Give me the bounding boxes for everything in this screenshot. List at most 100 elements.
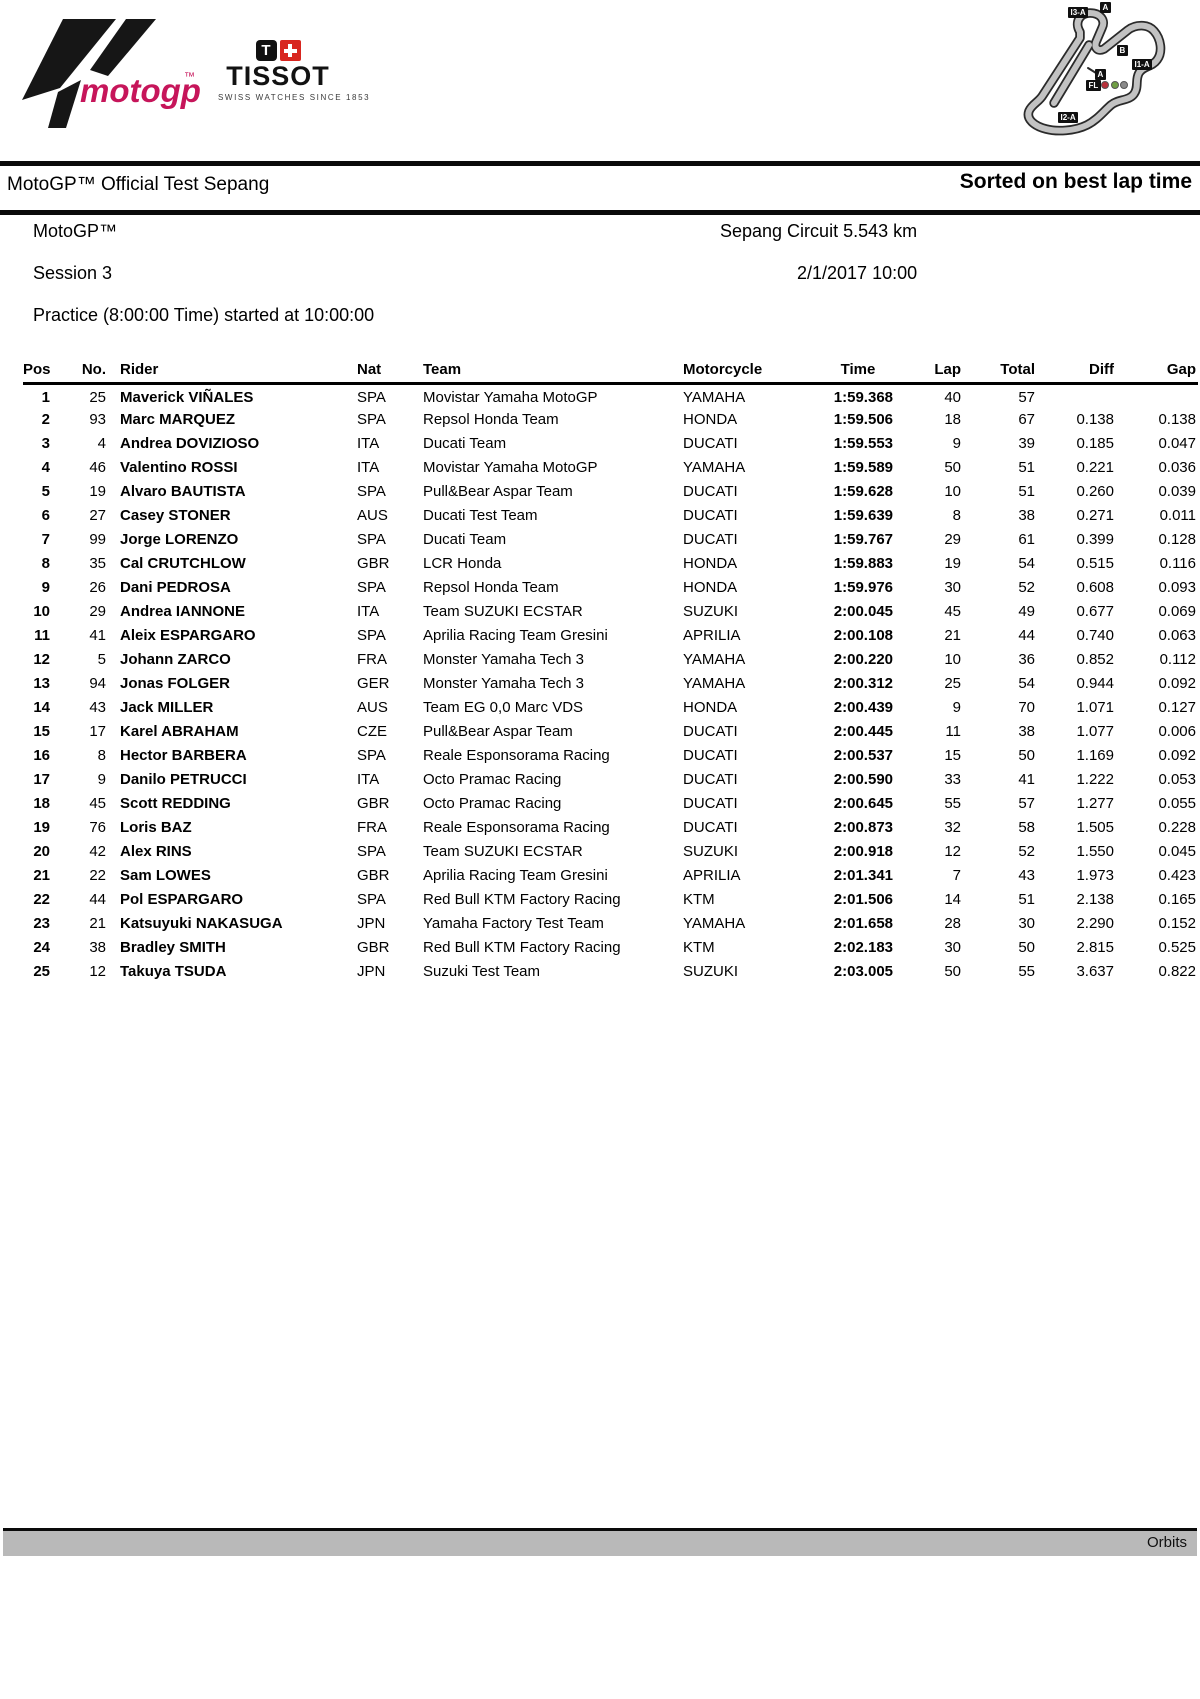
- column-header-motorcycle: Motorcycle: [675, 356, 823, 385]
- cell-time: 1:59.883: [833, 554, 893, 572]
- cell-motorcycle: HONDA: [683, 578, 738, 596]
- table-row: 9 26 Dani PEDROSA SPA Repsol Honda Team HONDA…: [23, 575, 1198, 599]
- cell-total: 67: [1018, 410, 1035, 428]
- cell-gap: 0.047: [1158, 434, 1196, 452]
- cell-team: Aprilia Racing Team Gresini: [423, 866, 608, 884]
- cell-lap: 10: [944, 650, 961, 668]
- cell-rider: Alex RINS: [120, 842, 192, 860]
- cell-gap: 0.063: [1158, 626, 1196, 644]
- cell-nat: SPA: [357, 842, 386, 860]
- table-row: 23 21 Katsuyuki NAKASUGA JPN Yamaha Factory …: [23, 911, 1198, 935]
- cell-rider: Valentino ROSSI: [120, 458, 238, 476]
- start-light-icon: [1110, 81, 1119, 89]
- cell-gap: 0.055: [1158, 794, 1196, 812]
- cell-lap: 8: [952, 506, 961, 524]
- cell-gap: 0.165: [1158, 890, 1196, 908]
- cell-diff: 0.271: [1076, 506, 1114, 524]
- cell-time: 2:00.108: [833, 626, 893, 644]
- cell-lap: 55: [944, 794, 961, 812]
- cell-rider: Maverick VIÑALES: [120, 388, 254, 406]
- cell-total: 41: [1018, 770, 1035, 788]
- cell-no: 99: [89, 530, 106, 548]
- cell-motorcycle: KTM: [683, 938, 715, 956]
- cell-no: 41: [89, 626, 106, 644]
- cell-lap: 32: [944, 818, 961, 836]
- cell-team: Octo Pramac Racing: [423, 770, 562, 788]
- table-row: 1 25 Maverick VIÑALES SPA Movistar Yamaha Mo…: [23, 383, 1198, 407]
- table-row: 4 46 Valentino ROSSI ITA Movistar Yamaha Mot…: [23, 455, 1198, 479]
- cell-gap: 0.822: [1158, 962, 1196, 980]
- cell-rider: Jonas FOLGER: [120, 674, 231, 692]
- cell-rider: Casey STONER: [120, 506, 231, 524]
- cell-time: 2:03.005: [833, 962, 893, 980]
- cell-rider: Katsuyuki NAKASUGA: [120, 914, 283, 932]
- cell-rider: Johann ZARCO: [120, 650, 231, 668]
- cell-team: Reale Esponsorama Racing: [423, 818, 610, 836]
- cell-motorcycle: DUCATI: [683, 818, 738, 836]
- cell-diff: 2.815: [1076, 938, 1114, 956]
- tissot-tagline: SWISS WATCHES SINCE 1853: [218, 93, 371, 102]
- map-sector-label: B: [1117, 45, 1128, 56]
- orbits-brand-label: Orbits: [1146, 1534, 1187, 1551]
- cell-nat: GER: [357, 674, 390, 692]
- table-row: 3 4 Andrea DOVIZIOSO ITA Ducati Team DUCATI 1:…: [23, 431, 1198, 455]
- cell-diff: 1.550: [1076, 842, 1114, 860]
- cell-no: 35: [89, 554, 106, 572]
- cell-lap: 45: [944, 602, 961, 620]
- cell-nat: SPA: [357, 482, 386, 500]
- cell-motorcycle: YAMAHA: [683, 458, 746, 476]
- cell-lap: 15: [944, 746, 961, 764]
- column-header-total: Total: [963, 356, 1037, 385]
- cell-no: 42: [89, 842, 106, 860]
- cell-no: 8: [97, 746, 106, 764]
- cell-gap: 0.116: [1159, 554, 1196, 572]
- cell-time: 2:00.445: [833, 722, 893, 740]
- session-datetime: 2/1/2017 10:00: [797, 263, 918, 283]
- map-sector-label: I3-A: [1068, 7, 1089, 18]
- cell-no: 12: [89, 962, 106, 980]
- cell-pos: 13: [33, 674, 50, 692]
- cell-gap: 0.092: [1158, 674, 1196, 692]
- swiss-cross-icon: [279, 40, 301, 61]
- cell-total: 54: [1018, 674, 1035, 692]
- cell-total: 58: [1018, 818, 1035, 836]
- cell-nat: ITA: [357, 458, 380, 476]
- cell-motorcycle: DUCATI: [683, 722, 738, 740]
- cell-diff: [1037, 383, 1116, 407]
- cell-team: Ducati Team: [423, 434, 507, 452]
- cell-team: Suzuki Test Team: [423, 962, 541, 980]
- cell-gap: 0.039: [1158, 482, 1196, 500]
- cell-lap: 28: [944, 914, 961, 932]
- cell-motorcycle: HONDA: [683, 410, 738, 428]
- table-row: 18 45 Scott REDDING GBR Octo Pramac Racing DU…: [23, 791, 1198, 815]
- cell-team: Red Bull KTM Factory Racing: [423, 890, 621, 908]
- cell-pos: 2: [41, 410, 50, 428]
- cell-gap: 0.128: [1158, 530, 1196, 548]
- cell-nat: SPA: [357, 530, 386, 548]
- cell-total: 57: [1018, 794, 1035, 812]
- cell-nat: GBR: [357, 938, 390, 956]
- cell-rider: Scott REDDING: [120, 794, 231, 812]
- cell-pos: 16: [33, 746, 50, 764]
- cell-lap: 10: [944, 482, 961, 500]
- cell-rider: Danilo PETRUCCI: [120, 770, 247, 788]
- cell-gap: 0.069: [1158, 602, 1196, 620]
- table-row: 11 41 Aleix ESPARGARO SPA Aprilia Racing Tea…: [23, 623, 1198, 647]
- cell-motorcycle: HONDA: [683, 554, 738, 572]
- cell-no: 19: [89, 482, 106, 500]
- cell-diff: 1.169: [1076, 746, 1114, 764]
- cell-gap: 0.092: [1158, 746, 1196, 764]
- table-row: 2 93 Marc MARQUEZ SPA Repsol Honda Team HONDA…: [23, 407, 1198, 431]
- cell-no: 46: [89, 458, 106, 476]
- cell-total: 44: [1018, 626, 1035, 644]
- cell-total: 54: [1018, 554, 1035, 572]
- cell-total: 38: [1018, 506, 1035, 524]
- cell-gap: 0.423: [1158, 866, 1196, 884]
- cell-no: 76: [89, 818, 106, 836]
- results-header-row: Pos No. Rider Nat Team Motorcycle Time Lap Total…: [23, 356, 1198, 385]
- cell-motorcycle: HONDA: [683, 698, 738, 716]
- cell-time: 1:59.976: [833, 578, 893, 596]
- column-header-diff: Diff: [1037, 356, 1116, 385]
- cell-pos: 23: [33, 914, 50, 932]
